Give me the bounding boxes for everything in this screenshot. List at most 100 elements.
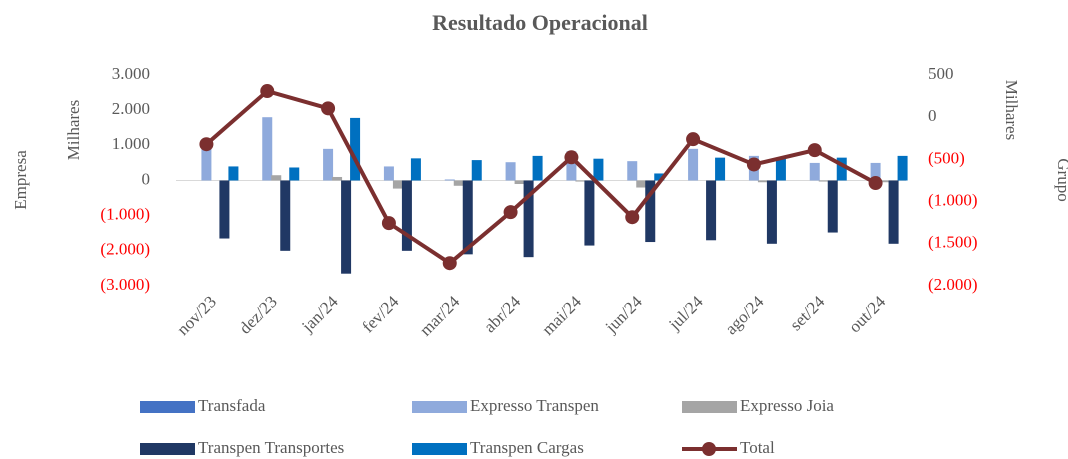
bar bbox=[775, 158, 786, 181]
bar bbox=[505, 162, 516, 181]
bar bbox=[766, 180, 777, 244]
bar bbox=[715, 157, 726, 181]
bar bbox=[280, 180, 291, 251]
line-marker bbox=[442, 256, 457, 271]
legend-label: Total bbox=[740, 438, 775, 457]
x-tick-label: dez/23 bbox=[235, 292, 280, 337]
x-tick-label: mai/24 bbox=[538, 292, 585, 339]
legend-label: Expresso Transpen bbox=[470, 396, 599, 415]
x-tick-label: set/24 bbox=[786, 292, 829, 335]
bar bbox=[332, 176, 343, 181]
y-tick-label: 2.000 bbox=[112, 99, 150, 118]
y-tick-label: 3.000 bbox=[112, 64, 150, 83]
y-tick-label: 1.000 bbox=[112, 134, 150, 153]
line bbox=[205, 88, 877, 266]
bar bbox=[870, 162, 881, 181]
bar bbox=[350, 117, 361, 181]
bar bbox=[392, 180, 403, 189]
line-marker bbox=[686, 132, 701, 147]
y-axis-label: Milhares bbox=[64, 100, 83, 160]
line-marker bbox=[381, 216, 396, 231]
legend-swatch bbox=[682, 401, 737, 413]
legend-label: Transpen Transportes bbox=[198, 438, 344, 457]
bar bbox=[228, 166, 239, 181]
y-tick-label: (1.000) bbox=[100, 205, 150, 224]
bar bbox=[566, 151, 577, 181]
bar bbox=[410, 158, 421, 181]
y2-axis-label: Milhares bbox=[1002, 80, 1021, 140]
y-tick-label: (2.000) bbox=[100, 240, 150, 259]
line-marker bbox=[321, 101, 336, 116]
x-tick-label: out/24 bbox=[845, 292, 890, 337]
bar bbox=[444, 179, 455, 181]
x-tick-label: jul/24 bbox=[664, 292, 707, 335]
bar bbox=[818, 180, 829, 182]
legend-swatch bbox=[140, 443, 195, 455]
bar bbox=[323, 148, 334, 181]
line-marker bbox=[564, 150, 579, 165]
bar bbox=[809, 162, 820, 181]
bar bbox=[532, 155, 543, 181]
line-marker bbox=[807, 143, 822, 158]
x-tick-label: fev/24 bbox=[358, 292, 402, 336]
y-tick-label: 0 bbox=[142, 169, 151, 188]
line-marker bbox=[199, 137, 214, 152]
bar bbox=[514, 180, 525, 185]
y2-tick-label: 500 bbox=[928, 64, 954, 83]
bar bbox=[262, 117, 273, 181]
bar bbox=[654, 173, 665, 181]
bar bbox=[645, 180, 656, 243]
y2-tick-label: (2.000) bbox=[928, 275, 978, 294]
y2-tick-label: (1.500) bbox=[928, 233, 978, 252]
bar bbox=[383, 166, 394, 181]
x-tick-label: jan/24 bbox=[297, 292, 342, 337]
bar bbox=[471, 160, 482, 181]
bar bbox=[575, 180, 586, 182]
legend-swatch bbox=[412, 443, 467, 455]
legend-label: Transpen Cargas bbox=[470, 438, 584, 457]
legend-swatch bbox=[702, 442, 716, 456]
bar bbox=[706, 180, 717, 241]
bar bbox=[897, 155, 908, 181]
bar bbox=[757, 180, 768, 183]
bar bbox=[688, 148, 699, 181]
legend-label: Transfada bbox=[198, 396, 266, 415]
x-tick-label: ago/24 bbox=[721, 292, 768, 339]
bar bbox=[879, 180, 890, 183]
x-tick-label: mar/24 bbox=[416, 292, 464, 340]
y2-tick-label: (1.000) bbox=[928, 191, 978, 210]
chart-title: Resultado Operacional bbox=[432, 10, 648, 35]
legend-swatch bbox=[140, 401, 195, 413]
bar bbox=[636, 180, 647, 188]
y-axis-outer-label: Empresa bbox=[11, 150, 30, 210]
bar bbox=[201, 148, 212, 181]
bar bbox=[289, 167, 300, 181]
line-marker bbox=[746, 157, 761, 172]
bar bbox=[271, 175, 282, 181]
bar bbox=[827, 180, 838, 233]
bar bbox=[401, 180, 412, 251]
x-tick-label: abr/24 bbox=[480, 292, 524, 336]
y2-tick-label: 0 bbox=[928, 106, 937, 125]
bar bbox=[836, 157, 847, 181]
bar bbox=[219, 180, 230, 239]
bar bbox=[523, 180, 534, 258]
y2-tick-label: (500) bbox=[928, 148, 965, 167]
bar bbox=[627, 161, 638, 181]
bar bbox=[462, 180, 473, 255]
y-tick-label: (3.000) bbox=[100, 275, 150, 294]
line-marker bbox=[503, 205, 518, 220]
bar bbox=[593, 158, 604, 181]
legend-swatch bbox=[412, 401, 467, 413]
y2-axis-outer-label: Grupo bbox=[1054, 158, 1068, 201]
x-tick-label: jun/24 bbox=[601, 292, 646, 337]
line-marker bbox=[260, 84, 275, 99]
line-marker bbox=[868, 176, 883, 191]
bar bbox=[453, 180, 464, 186]
bar bbox=[584, 180, 595, 246]
legend-label: Expresso Joia bbox=[740, 396, 834, 415]
line-marker bbox=[625, 210, 640, 225]
x-tick-label: nov/23 bbox=[173, 292, 220, 339]
bar bbox=[341, 180, 352, 274]
